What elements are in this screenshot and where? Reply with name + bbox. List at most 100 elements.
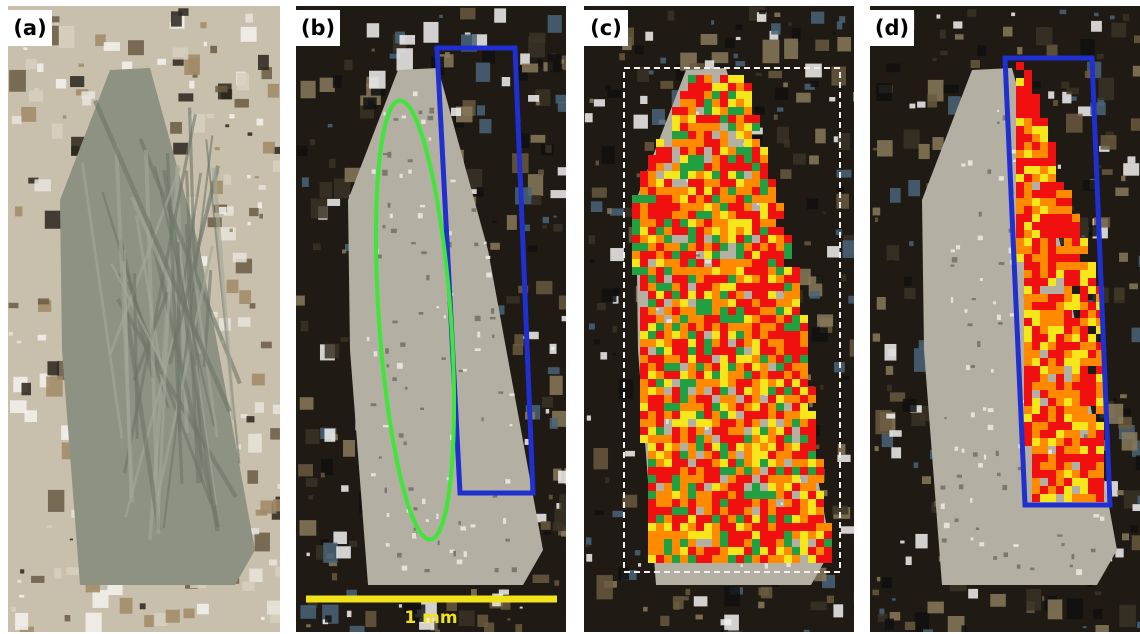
texture [610, 208, 624, 215]
grain-texture [421, 251, 426, 254]
map-pixel [1040, 382, 1048, 390]
map-pixel [752, 147, 760, 155]
map-pixel [776, 443, 784, 451]
map-pixel [648, 235, 656, 243]
map-pixel [752, 419, 760, 427]
texture [255, 176, 259, 178]
map-pixel [776, 323, 784, 331]
texture [499, 589, 509, 594]
panel-b [296, 6, 578, 634]
map-pixel [768, 179, 776, 187]
texture [47, 361, 59, 375]
map-pixel [688, 403, 696, 411]
map-pixel [1048, 206, 1056, 214]
map-pixel [784, 379, 792, 387]
map-pixel [1032, 222, 1040, 230]
map-pixel [760, 243, 768, 251]
texture [210, 46, 217, 53]
map-pixel [1048, 358, 1056, 366]
texture [1120, 394, 1127, 398]
map-pixel [712, 547, 720, 555]
map-pixel [792, 323, 800, 331]
texture [1133, 66, 1140, 77]
map-pixel [656, 403, 664, 411]
map-pixel [648, 355, 656, 363]
map-pixel [824, 523, 832, 531]
map-pixel [760, 179, 768, 187]
map-pixel [1024, 422, 1032, 430]
map-pixel [720, 107, 728, 115]
map-pixel [688, 307, 696, 315]
map-pixel [696, 483, 704, 491]
texture [900, 541, 904, 544]
map-pixel [776, 227, 784, 235]
texture [660, 616, 669, 626]
map-pixel [1024, 126, 1032, 134]
map-pixel [1032, 94, 1040, 102]
texture [804, 241, 811, 245]
map-pixel [1048, 334, 1056, 342]
map-pixel [760, 491, 768, 499]
map-pixel [768, 403, 776, 411]
texture [872, 590, 879, 596]
map-pixel [728, 115, 736, 123]
texture [771, 23, 781, 34]
grain-texture [988, 408, 994, 412]
map-pixel [1032, 478, 1040, 486]
map-pixel [784, 427, 792, 435]
map-pixel [712, 235, 720, 243]
map-pixel [664, 307, 672, 315]
map-pixel [776, 523, 784, 531]
texture [1032, 82, 1040, 89]
texture [1119, 605, 1136, 627]
grain-texture [959, 484, 963, 489]
map-pixel [672, 523, 680, 531]
texture [919, 144, 930, 159]
texture [225, 124, 229, 127]
texture [887, 245, 900, 260]
texture [1132, 535, 1140, 550]
map-pixel [720, 491, 728, 499]
map-pixel [1032, 158, 1040, 166]
map-pixel [696, 299, 704, 307]
map-pixel [696, 155, 704, 163]
map-pixel [752, 539, 760, 547]
map-pixel [640, 195, 648, 203]
grain-texture [505, 539, 509, 542]
map-pixel [736, 307, 744, 315]
texture [613, 326, 618, 333]
texture [299, 520, 316, 536]
map-pixel [768, 443, 776, 451]
texture [774, 114, 778, 119]
map-pixel [736, 347, 744, 355]
texture [542, 397, 553, 408]
map-pixel [792, 515, 800, 523]
texture [9, 70, 26, 92]
texture [531, 135, 546, 143]
map-pixel [752, 219, 760, 227]
map-pixel [696, 187, 704, 195]
texture [255, 402, 264, 413]
map-pixel [1024, 406, 1032, 414]
map-pixel [768, 507, 776, 515]
map-pixel [704, 347, 712, 355]
map-pixel [768, 379, 776, 387]
texture [1061, 82, 1069, 89]
map-pixel [672, 507, 680, 515]
map-pixel [808, 459, 816, 467]
grain-texture [472, 208, 477, 211]
map-pixel [1048, 246, 1056, 254]
map-pixel [672, 347, 680, 355]
map-pixel [1088, 494, 1096, 502]
map-pixel [712, 507, 720, 515]
texture [241, 414, 248, 418]
map-pixel [1016, 190, 1024, 198]
map-pixel [1040, 254, 1048, 262]
map-pixel [1072, 454, 1080, 462]
map-pixel [664, 211, 672, 219]
map-pixel [768, 187, 776, 195]
texture [550, 418, 558, 429]
texture [21, 107, 36, 122]
map-pixel [1064, 262, 1072, 270]
texture [811, 12, 824, 24]
